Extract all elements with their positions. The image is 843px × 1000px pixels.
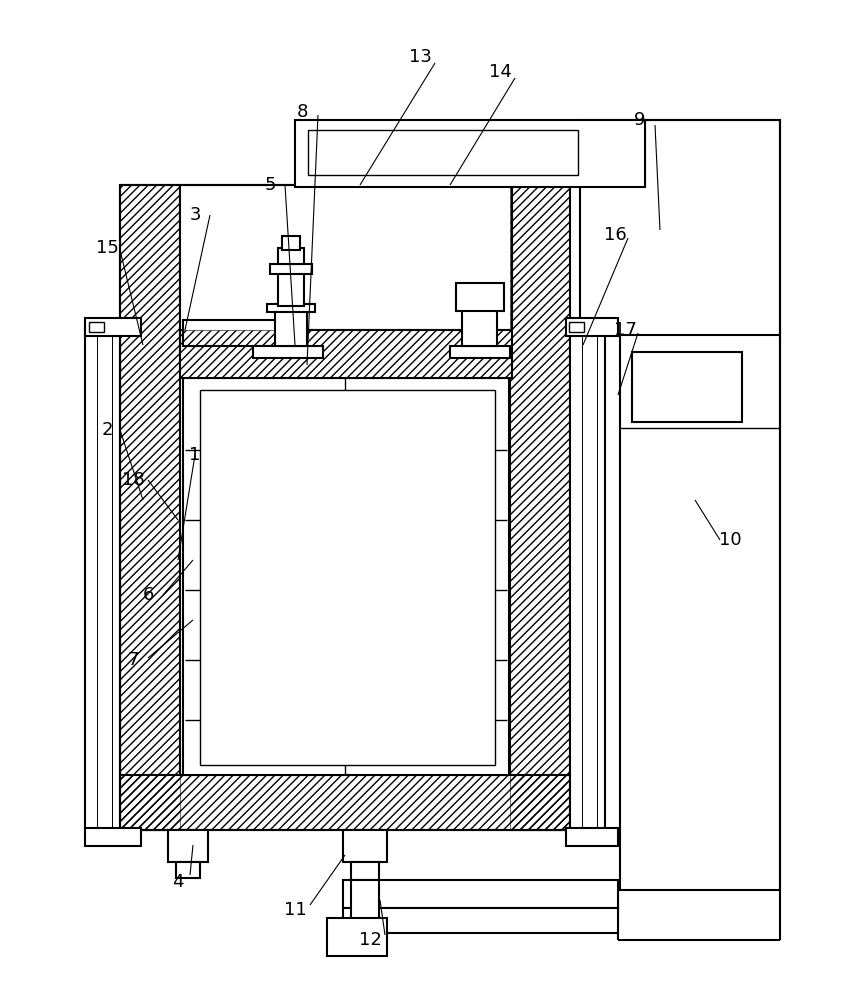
Text: 2: 2 — [101, 421, 113, 439]
Bar — [566, 318, 618, 336]
Bar — [180, 330, 512, 378]
Bar — [327, 918, 387, 956]
Text: 18: 18 — [121, 471, 144, 489]
Text: 1: 1 — [190, 446, 201, 464]
Bar — [456, 283, 504, 311]
Bar — [343, 908, 618, 933]
Bar — [275, 310, 307, 346]
Text: 11: 11 — [283, 901, 306, 919]
Bar — [351, 862, 379, 880]
Bar — [570, 330, 605, 830]
Bar — [85, 828, 141, 846]
Text: 16: 16 — [604, 226, 626, 244]
Bar — [183, 320, 283, 346]
Text: 8: 8 — [296, 103, 308, 121]
Text: 9: 9 — [634, 111, 646, 129]
Text: 14: 14 — [489, 63, 512, 81]
Bar — [183, 378, 509, 775]
Bar — [85, 330, 120, 830]
Bar — [278, 272, 304, 306]
Text: 5: 5 — [264, 176, 276, 194]
Bar — [308, 130, 578, 175]
Text: 4: 4 — [172, 873, 184, 891]
Text: 10: 10 — [719, 531, 741, 549]
Bar — [343, 880, 618, 908]
Bar — [510, 185, 570, 830]
Bar — [569, 322, 584, 332]
Text: 12: 12 — [358, 931, 381, 949]
Bar — [278, 248, 304, 264]
Bar — [282, 236, 300, 250]
Bar — [343, 830, 387, 862]
Bar — [180, 330, 512, 378]
Bar — [89, 322, 104, 332]
Bar — [267, 304, 315, 312]
Bar — [295, 120, 645, 187]
Bar — [580, 120, 780, 335]
Bar — [462, 310, 497, 346]
Bar — [632, 352, 742, 422]
Text: 3: 3 — [189, 206, 201, 224]
Bar — [120, 185, 180, 830]
Bar — [180, 185, 512, 330]
Text: 13: 13 — [409, 48, 432, 66]
Bar — [510, 185, 570, 830]
Bar — [120, 185, 180, 830]
Bar — [168, 830, 208, 862]
Bar — [351, 880, 379, 945]
Bar — [85, 318, 141, 336]
Text: 15: 15 — [95, 239, 118, 257]
Text: 7: 7 — [127, 651, 139, 669]
Bar — [270, 264, 312, 274]
Bar — [120, 775, 570, 830]
Bar — [120, 775, 570, 830]
Bar — [620, 330, 780, 890]
Bar — [176, 862, 200, 878]
Text: 6: 6 — [142, 586, 153, 604]
Bar — [253, 346, 323, 358]
Bar — [200, 390, 495, 765]
Bar — [566, 828, 618, 846]
Text: 17: 17 — [614, 321, 636, 339]
Bar — [450, 346, 510, 358]
